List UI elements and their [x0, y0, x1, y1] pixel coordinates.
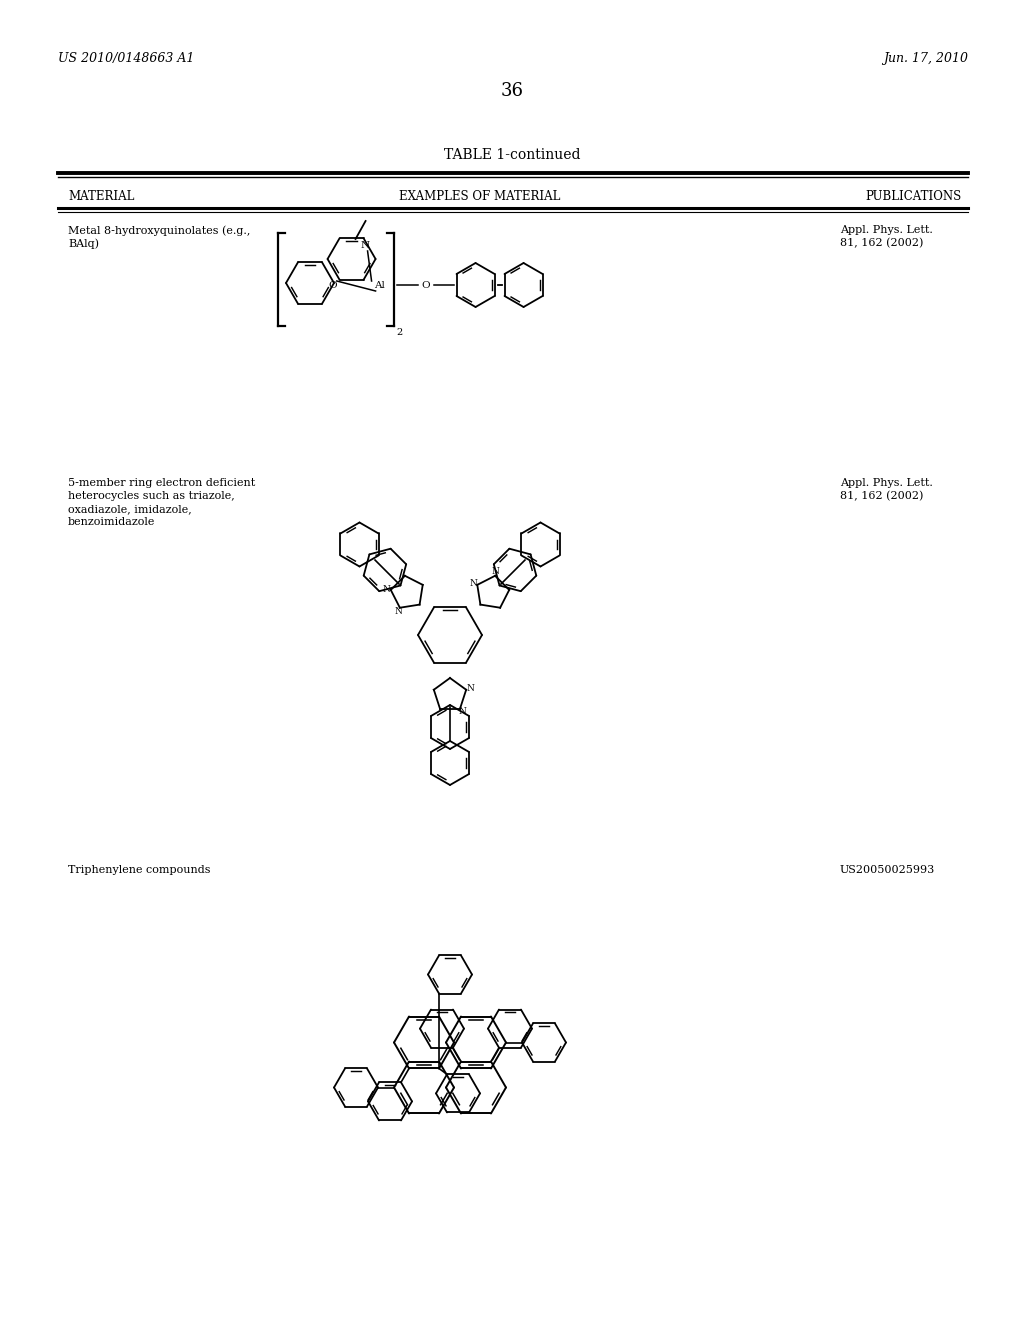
Text: O: O [421, 281, 430, 289]
Text: 2: 2 [396, 327, 402, 337]
Text: Appl. Phys. Lett.: Appl. Phys. Lett. [840, 478, 933, 488]
Text: benzoimidazole: benzoimidazole [68, 517, 156, 527]
Text: 5-member ring electron deficient: 5-member ring electron deficient [68, 478, 255, 488]
Text: Triphenylene compounds: Triphenylene compounds [68, 865, 211, 875]
Text: EXAMPLES OF MATERIAL: EXAMPLES OF MATERIAL [399, 190, 561, 203]
Text: N: N [470, 578, 477, 587]
Text: heterocycles such as triazole,: heterocycles such as triazole, [68, 491, 234, 502]
Text: O: O [329, 281, 337, 289]
Text: US 2010/0148663 A1: US 2010/0148663 A1 [58, 51, 195, 65]
Text: BAlq): BAlq) [68, 238, 99, 248]
Text: N: N [492, 568, 500, 577]
Text: N: N [361, 240, 370, 249]
Text: N: N [394, 607, 402, 616]
Text: Appl. Phys. Lett.: Appl. Phys. Lett. [840, 224, 933, 235]
Text: Jun. 17, 2010: Jun. 17, 2010 [883, 51, 968, 65]
Text: US20050025993: US20050025993 [840, 865, 935, 875]
Text: N: N [466, 684, 474, 693]
Text: 81, 162 (2002): 81, 162 (2002) [840, 238, 924, 248]
Text: 36: 36 [501, 82, 523, 100]
Text: Metal 8-hydroxyquinolates (e.g.,: Metal 8-hydroxyquinolates (e.g., [68, 224, 251, 235]
Text: MATERIAL: MATERIAL [68, 190, 134, 203]
Text: N: N [459, 708, 466, 717]
Text: 81, 162 (2002): 81, 162 (2002) [840, 491, 924, 502]
Text: oxadiazole, imidazole,: oxadiazole, imidazole, [68, 504, 191, 513]
Text: PUBLICATIONS: PUBLICATIONS [865, 190, 962, 203]
Text: TABLE 1-continued: TABLE 1-continued [443, 148, 581, 162]
Text: Al: Al [374, 281, 385, 289]
Text: N: N [383, 585, 391, 594]
